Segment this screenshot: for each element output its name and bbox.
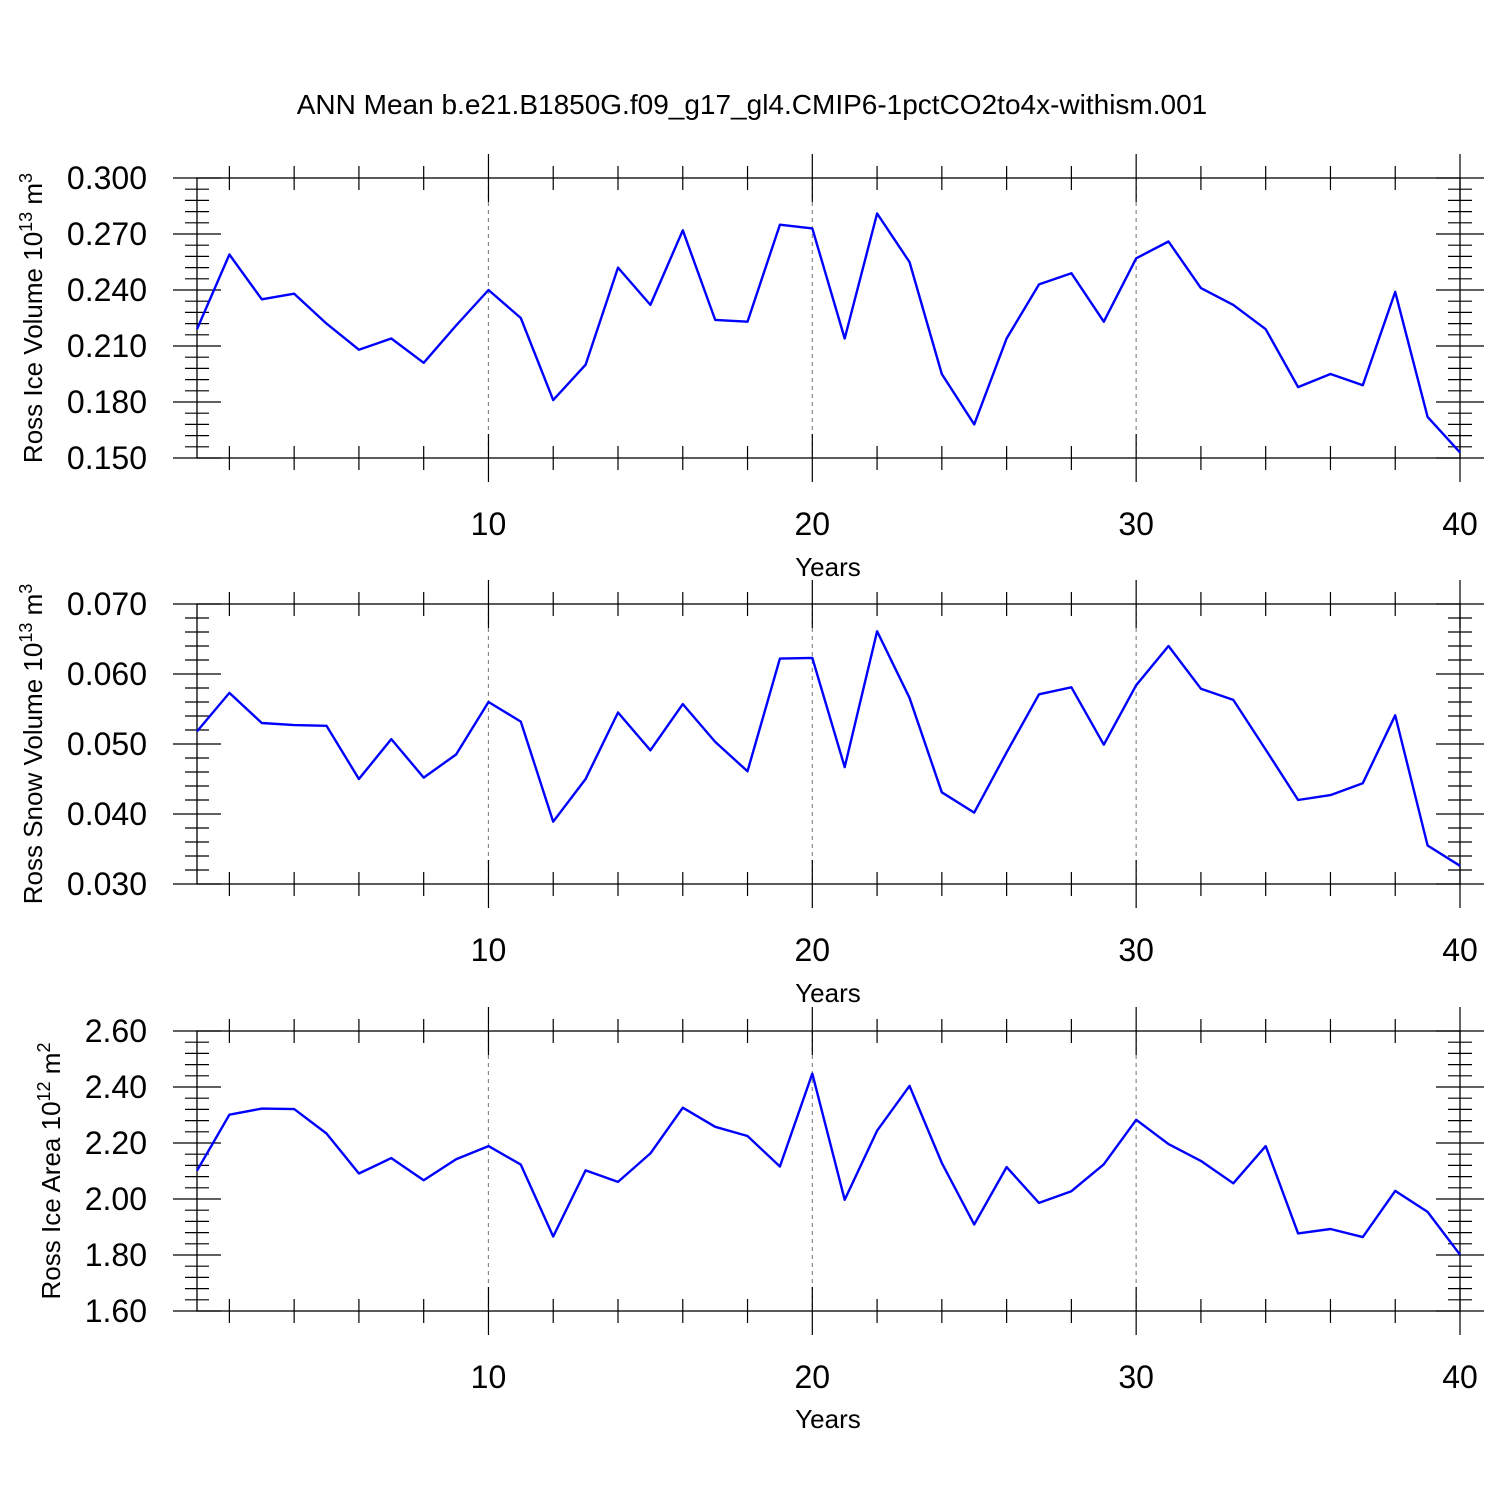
y-tick-label: 0.150 [67, 440, 147, 476]
x-tick-label: 10 [471, 506, 507, 542]
x-tick-label: 30 [1118, 932, 1154, 968]
y-tick-label: 0.210 [67, 328, 147, 364]
figure-title: ANN Mean b.e21.B1850G.f09_g17_gl4.CMIP6-… [297, 89, 1208, 120]
y-tick-label: 0.030 [67, 866, 147, 902]
x-tick-label: 20 [795, 506, 831, 542]
y-tick-label: 0.060 [67, 656, 147, 692]
y-tick-label: 0.050 [67, 726, 147, 762]
y-tick-label: 1.80 [85, 1237, 147, 1273]
y-tick-label: 0.070 [67, 586, 147, 622]
plot-frame [196, 1030, 1461, 1312]
y-tick-label: 0.300 [67, 160, 147, 196]
y-tick-label: 2.40 [85, 1069, 147, 1105]
x-axis-label: Years [795, 978, 861, 1008]
y-tick-label: 2.20 [85, 1125, 147, 1161]
x-tick-label: 20 [795, 1359, 831, 1395]
y-tick-label: 0.240 [67, 272, 147, 308]
y-axis-label: Ross Ice Volume 1013 m3 [16, 173, 48, 463]
y-tick-label: 2.60 [85, 1013, 147, 1049]
y-tick-label: 0.180 [67, 384, 147, 420]
x-tick-label: 10 [471, 1359, 507, 1395]
y-tick-label: 0.040 [67, 796, 147, 832]
y-tick-label: 0.270 [67, 216, 147, 252]
y-tick-label: 1.60 [85, 1293, 147, 1329]
y-axis-label: Ross Ice Area 1012 m2 [34, 1043, 66, 1300]
panel-ice-volume: 0.150 0.180 0.210 0.240 0.270 0.300 10 20 30 40 Y… [16, 154, 1484, 582]
series-line [195, 212, 1461, 454]
plot-frame [196, 177, 1461, 459]
y-tick-label: 2.00 [85, 1181, 147, 1217]
x-tick-label: 10 [471, 932, 507, 968]
series-line [195, 1072, 1461, 1256]
x-tick-label: 30 [1118, 506, 1154, 542]
series-line [196, 630, 1461, 867]
x-axis-label: Years [795, 1404, 861, 1434]
panel-ice-area: 1.60 1.80 2.00 2.20 2.40 2.60 10 20 30 40 Years R… [34, 1007, 1484, 1434]
x-axis-label: Years [795, 552, 861, 582]
x-tick-label: 40 [1442, 932, 1478, 968]
x-tick-label: 20 [795, 932, 831, 968]
x-tick-label: 40 [1442, 1359, 1478, 1395]
x-tick-label: 40 [1442, 506, 1478, 542]
x-tick-label: 30 [1118, 1359, 1154, 1395]
plot-frame [196, 603, 1461, 885]
y-axis-label: Ross Snow Volume 1013 m3 [16, 584, 48, 905]
